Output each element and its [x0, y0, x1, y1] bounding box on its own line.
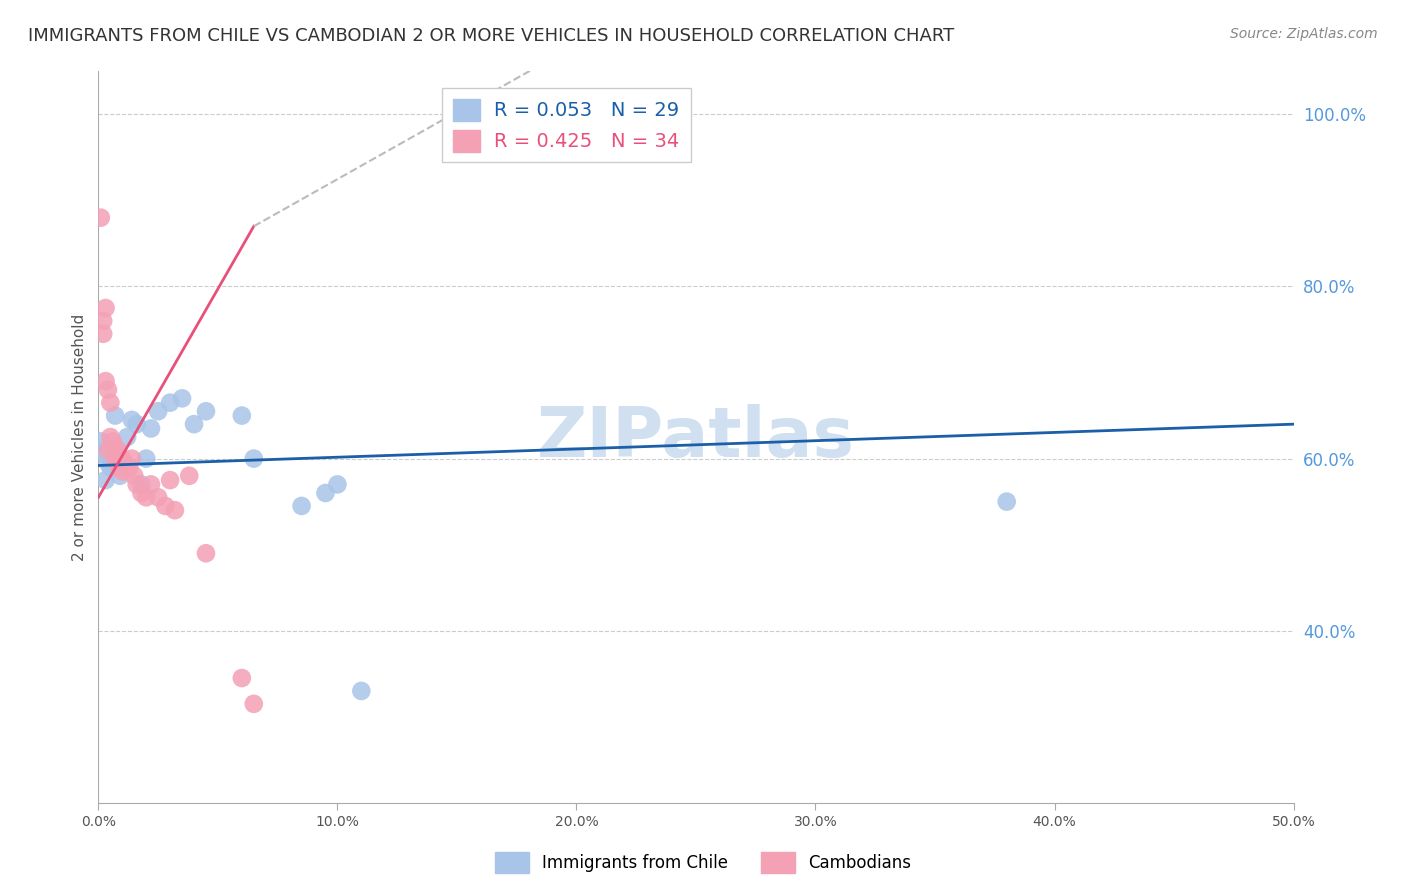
Point	[131, 486, 153, 500]
Point	[121, 413, 143, 427]
Point	[121, 451, 143, 466]
Legend: R = 0.053   N = 29, R = 0.425   N = 34: R = 0.053 N = 29, R = 0.425 N = 34	[441, 87, 690, 162]
Point	[315, 486, 337, 500]
Point	[172, 392, 194, 406]
Point	[231, 409, 253, 423]
Point	[194, 546, 218, 560]
Point	[108, 468, 131, 483]
Point	[91, 314, 114, 328]
Point	[107, 442, 129, 457]
Point	[291, 499, 314, 513]
Text: IMMIGRANTS FROM CHILE VS CAMBODIAN 2 OR MORE VEHICLES IN HOUSEHOLD CORRELATION C: IMMIGRANTS FROM CHILE VS CAMBODIAN 2 OR …	[28, 27, 955, 45]
Point	[135, 491, 157, 505]
Point	[139, 477, 162, 491]
Point	[148, 404, 170, 418]
Y-axis label: 2 or more Vehicles in Household: 2 or more Vehicles in Household	[72, 313, 87, 561]
Point	[107, 442, 129, 457]
Point	[125, 477, 148, 491]
Point	[101, 434, 124, 449]
Point	[326, 477, 349, 491]
Point	[94, 374, 117, 388]
Point	[183, 417, 205, 432]
Point	[97, 383, 120, 397]
Point	[179, 468, 201, 483]
Point	[111, 456, 134, 470]
Point	[97, 456, 120, 470]
Point	[104, 442, 127, 457]
Point	[135, 451, 157, 466]
Point	[107, 456, 129, 470]
Legend: Immigrants from Chile, Cambodians: Immigrants from Chile, Cambodians	[488, 846, 918, 880]
Point	[243, 451, 266, 466]
Point	[350, 684, 373, 698]
Point	[104, 409, 127, 423]
Point	[98, 460, 122, 475]
Point	[108, 460, 131, 475]
Point	[94, 473, 117, 487]
Point	[104, 451, 127, 466]
Point	[194, 404, 218, 418]
Point	[101, 451, 124, 466]
Point	[125, 417, 148, 432]
Point	[243, 697, 266, 711]
Text: ZIPatlas: ZIPatlas	[537, 403, 855, 471]
Point	[118, 460, 141, 475]
Point	[91, 326, 114, 341]
Point	[148, 491, 170, 505]
Point	[131, 477, 153, 491]
Point	[115, 460, 138, 475]
Point	[111, 465, 134, 479]
Point	[97, 442, 120, 457]
Point	[159, 473, 181, 487]
Point	[163, 503, 186, 517]
Point	[114, 456, 136, 470]
Point	[111, 451, 134, 466]
Point	[94, 301, 117, 315]
Point	[995, 494, 1018, 508]
Point	[90, 434, 112, 449]
Point	[98, 430, 122, 444]
Point	[94, 447, 117, 461]
Point	[124, 468, 146, 483]
Point	[139, 421, 162, 435]
Point	[155, 499, 177, 513]
Point	[115, 430, 138, 444]
Point	[231, 671, 253, 685]
Point	[159, 395, 181, 409]
Text: Source: ZipAtlas.com: Source: ZipAtlas.com	[1230, 27, 1378, 41]
Point	[98, 395, 122, 409]
Point	[90, 211, 112, 225]
Point	[91, 442, 114, 457]
